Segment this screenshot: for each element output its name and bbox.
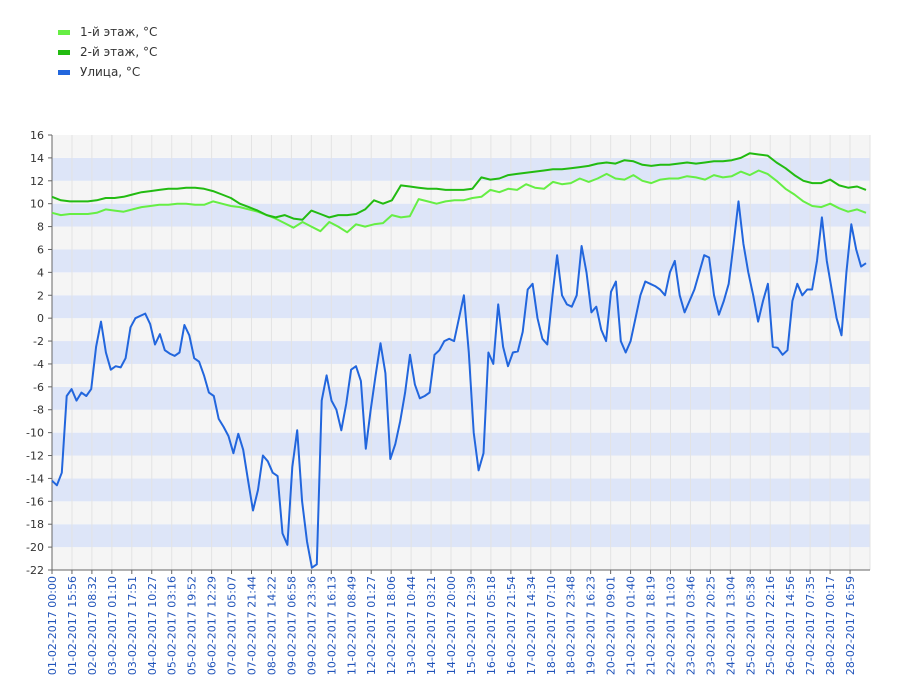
x-tick-label: 14-02-2017 20:00 xyxy=(445,576,458,675)
legend-swatch-floor1 xyxy=(58,29,70,35)
x-tick-label: 22-02-2017 11:03 xyxy=(664,576,677,675)
x-tick-label: 27-02-2017 07:35 xyxy=(804,576,817,675)
plot-band xyxy=(52,318,870,342)
y-tick-label: 16 xyxy=(30,129,44,142)
plot-band xyxy=(52,478,870,502)
plot-band xyxy=(52,226,870,250)
x-tick-label: 25-02-2017 05:38 xyxy=(744,576,757,675)
x-tick-label: 23-02-2017 03:46 xyxy=(684,576,697,675)
y-tick-label: -18 xyxy=(26,518,44,531)
x-tick-label: 18-02-2017 23:48 xyxy=(565,576,578,675)
x-tick-label: 23-02-2017 20:25 xyxy=(704,576,717,675)
x-tick-label: 02-02-2017 08:32 xyxy=(86,576,99,675)
x-tick-label: 16-02-2017 21:54 xyxy=(505,576,518,675)
x-tick-label: 01-02-2017 15:56 xyxy=(66,576,79,675)
x-tick-label: 18-02-2017 07:10 xyxy=(545,576,558,675)
plot-band xyxy=(52,180,870,204)
x-tick-label: 13-02-2017 10:44 xyxy=(405,576,418,675)
x-tick-label: 06-02-2017 12:29 xyxy=(206,576,219,675)
y-tick-label: -20 xyxy=(26,541,44,554)
plot-band xyxy=(52,524,870,548)
x-tick-label: 19-02-2017 16:23 xyxy=(585,576,598,675)
y-tick-label: -16 xyxy=(26,495,44,508)
plot-band xyxy=(52,203,870,227)
x-tick-label: 14-02-2017 03:21 xyxy=(425,576,438,675)
plot-band xyxy=(52,386,870,410)
x-tick-label: 28-02-2017 16:59 xyxy=(844,576,857,675)
legend-label-street: Улица, °С xyxy=(80,65,141,79)
legend-label-floor2: 2-й этаж, °С xyxy=(80,45,158,59)
plot-band xyxy=(52,249,870,273)
y-tick-label: -14 xyxy=(26,472,44,485)
x-tick-label: 16-02-2017 05:18 xyxy=(485,576,498,675)
x-tick-label: 01-02-2017 00:00 xyxy=(46,576,59,675)
x-tick-label: 03-02-2017 01:10 xyxy=(106,576,119,675)
plot-band xyxy=(52,135,870,158)
y-tick-label: 2 xyxy=(37,289,44,302)
x-tick-label: 10-02-2017 16:13 xyxy=(325,576,338,675)
y-tick-label: 10 xyxy=(30,198,44,211)
x-tick-label: 21-02-2017 18:19 xyxy=(645,576,658,675)
legend-label-floor1: 1-й этаж, °С xyxy=(80,25,158,39)
x-tick-label: 20-02-2017 09:01 xyxy=(605,576,618,675)
x-tick-label: 11-02-2017 08:49 xyxy=(345,576,358,675)
y-tick-label: -4 xyxy=(33,358,44,371)
plot-band xyxy=(52,157,870,181)
x-tick-label: 12-02-2017 01:27 xyxy=(365,576,378,675)
y-tick-label: -10 xyxy=(26,427,44,440)
plot-band xyxy=(52,272,870,296)
x-tick-label: 21-02-2017 01:40 xyxy=(625,576,638,675)
y-tick-label: -12 xyxy=(26,450,44,463)
legend-item-floor1: 1-й этаж, °С xyxy=(58,22,157,42)
y-tick-label: -2 xyxy=(33,335,44,348)
legend-swatch-street xyxy=(58,69,70,75)
series-line-floor2 xyxy=(51,152,867,221)
y-tick-label: 14 xyxy=(30,152,44,165)
series-line-floor1 xyxy=(51,169,867,234)
x-tick-label: 05-02-2017 19:52 xyxy=(186,576,199,675)
x-tick-label: 15-02-2017 12:39 xyxy=(465,576,478,675)
y-tick-label: -22 xyxy=(26,564,44,577)
y-tick-label: -8 xyxy=(33,404,44,417)
x-tick-label: 26-02-2017 14:56 xyxy=(784,576,797,675)
plot-band xyxy=(52,455,870,479)
x-tick-label: 24-02-2017 13:04 xyxy=(724,576,737,675)
x-tick-label: 07-02-2017 21:44 xyxy=(246,576,259,675)
legend: 1-й этаж, °С 2-й этаж, °С Улица, °С xyxy=(58,22,157,82)
y-tick-label: 6 xyxy=(37,243,44,256)
x-tick-label: 17-02-2017 14:34 xyxy=(525,576,538,675)
plot-band xyxy=(52,501,870,525)
plot-band xyxy=(52,432,870,456)
x-tick-label: 09-02-2017 23:36 xyxy=(305,576,318,675)
x-tick-label: 05-02-2017 03:16 xyxy=(166,576,179,675)
plot-band xyxy=(52,363,870,387)
series-line-street xyxy=(51,200,867,569)
legend-item-floor2: 2-й этаж, °С xyxy=(58,42,157,62)
x-tick-label: 09-02-2017 06:58 xyxy=(285,576,298,675)
y-tick-label: 8 xyxy=(37,221,44,234)
x-tick-label: 12-02-2017 18:06 xyxy=(385,576,398,675)
x-tick-label: 28-02-2017 00:17 xyxy=(824,576,837,675)
plot-band xyxy=(52,341,870,364)
y-tick-label: 12 xyxy=(30,175,44,188)
legend-swatch-floor2 xyxy=(58,49,70,55)
x-tick-label: 25-02-2017 22:16 xyxy=(764,576,777,675)
x-tick-label: 07-02-2017 05:07 xyxy=(226,576,239,675)
y-tick-label: -6 xyxy=(33,381,44,394)
legend-item-street: Улица, °С xyxy=(58,62,157,82)
y-tick-label: 0 xyxy=(37,312,44,325)
x-tick-label: 04-02-2017 10:27 xyxy=(146,576,159,675)
x-tick-label: 08-02-2017 14:22 xyxy=(265,576,278,675)
y-tick-label: 4 xyxy=(37,266,44,279)
x-tick-label: 03-02-2017 17:51 xyxy=(126,576,139,675)
plot-band xyxy=(52,409,870,433)
plot-band xyxy=(52,547,870,570)
